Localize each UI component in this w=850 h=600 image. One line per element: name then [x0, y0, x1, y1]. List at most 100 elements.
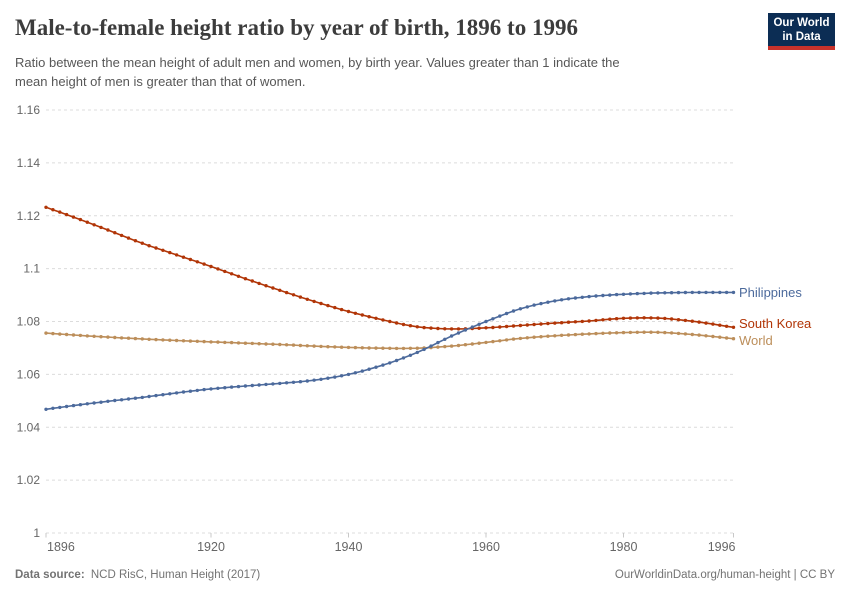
series-philippines-marker [601, 293, 605, 298]
series-south-korea-marker [99, 225, 103, 230]
series-philippines-marker [504, 311, 509, 316]
series-philippines-marker [305, 379, 309, 383]
series-philippines-marker [663, 291, 667, 295]
series-south-korea-marker [546, 321, 550, 326]
series-south-korea-marker [174, 253, 179, 257]
series-philippines-marker [168, 392, 172, 396]
y-axis-labels: 1 1.02 1.04 1.06 1.08 1.1 1.12 1.14 1.16 [17, 103, 41, 540]
series-philippines-marker [181, 390, 186, 394]
series-philippines-marker [188, 389, 193, 393]
series-world-marker [353, 345, 358, 350]
series-world-marker [339, 345, 344, 349]
series-world-marker [168, 338, 172, 342]
series-world[interactable]: World [44, 330, 773, 351]
series-south-korea-marker [394, 321, 399, 325]
series-philippines-marker [656, 291, 660, 295]
series-south-korea-marker [339, 307, 344, 312]
series-world-marker [683, 332, 688, 336]
series-world-marker [174, 338, 179, 343]
series-philippines-marker [436, 340, 440, 345]
series-south-korea-marker [573, 320, 578, 324]
series-south-korea-marker [566, 320, 571, 324]
series-south-korea-marker [621, 316, 626, 320]
series-philippines-marker [443, 337, 447, 341]
series-south-korea-marker [92, 223, 96, 227]
series-label-philippines[interactable]: Philippines [739, 285, 802, 300]
series-south-korea-marker [119, 233, 124, 238]
series-philippines-marker [58, 405, 62, 410]
series-world-marker [326, 345, 330, 349]
series-south-korea[interactable]: South Korea [44, 205, 812, 331]
series-south-korea-marker [401, 322, 406, 327]
series-philippines-marker [573, 296, 578, 300]
series-philippines-marker [326, 376, 330, 380]
series-philippines-marker [635, 291, 639, 296]
series-philippines-marker [704, 290, 708, 295]
series-philippines-marker [456, 331, 461, 335]
series-south-korea-marker [113, 231, 117, 235]
series-world-marker [333, 345, 337, 349]
series-south-korea-marker [711, 322, 715, 326]
series-philippines-marker [298, 380, 303, 384]
series-philippines-marker [64, 404, 69, 409]
series-world-marker [401, 346, 406, 351]
series-philippines-marker [126, 397, 131, 401]
series-south-korea-marker [443, 327, 447, 331]
series-philippines-marker [394, 358, 399, 363]
series-south-korea-marker [64, 212, 69, 217]
series-south-korea-marker [539, 322, 543, 326]
series-south-korea-line[interactable] [45, 206, 734, 330]
series-world-marker [381, 346, 385, 350]
series-south-korea-marker [628, 316, 633, 320]
series-philippines-marker [559, 298, 564, 302]
y-tick-label: 1 [33, 526, 40, 540]
series-world-marker [78, 333, 83, 338]
series-south-korea-marker [580, 319, 584, 324]
series-south-korea-marker [161, 248, 165, 252]
series-south-korea-marker [504, 324, 509, 329]
series-philippines-marker [174, 391, 179, 395]
series-philippines-marker [463, 328, 468, 332]
series-philippines[interactable]: Philippines [44, 285, 802, 411]
series-south-korea-marker [188, 257, 193, 262]
chart-subtitle-line1: Ratio between the mean height of adult m… [15, 55, 620, 70]
credit-link[interactable]: OurWorldinData.org/human-height [614, 569, 791, 581]
series-philippines-marker [257, 383, 261, 387]
series-philippines-marker [546, 300, 550, 304]
x-tick-label: 1960 [472, 540, 500, 554]
series-south-korea-marker [724, 324, 729, 328]
series-south-korea-marker [559, 321, 564, 325]
series-south-korea-marker [250, 279, 254, 283]
series-philippines-marker [491, 317, 495, 321]
chart-footer: Data source: NCD RisC, Human Height (201… [15, 569, 835, 581]
series-south-korea-marker [477, 326, 481, 330]
series-world-marker [161, 338, 165, 342]
series-philippines-marker [133, 396, 138, 400]
series-world-marker [436, 345, 440, 349]
series-philippines-marker [140, 395, 144, 400]
series-philippines-marker [690, 290, 694, 295]
series-world-marker [374, 346, 378, 350]
series-philippines-marker [119, 398, 124, 402]
series-world-marker [278, 342, 282, 347]
series-label-south-korea[interactable]: South Korea [739, 316, 812, 331]
series-south-korea-marker [690, 319, 694, 323]
series-philippines-marker [415, 350, 419, 355]
series-south-korea-marker [718, 323, 722, 327]
series-world-marker [642, 330, 646, 334]
series-philippines-marker [78, 403, 83, 407]
series-south-korea-marker [415, 325, 419, 329]
series-philippines-marker [333, 375, 337, 379]
series-philippines-marker [202, 387, 206, 392]
series-south-korea-marker [333, 305, 337, 310]
series-philippines-marker [99, 400, 103, 404]
series-label-world[interactable]: World [739, 333, 773, 348]
series-south-korea-marker [71, 215, 76, 219]
series-philippines-marker [539, 301, 543, 306]
series-south-korea-marker [44, 205, 48, 209]
series-philippines-line[interactable] [45, 291, 734, 411]
series-world-marker [99, 335, 103, 339]
series-philippines-marker [408, 353, 413, 357]
owid-logo[interactable]: Our World in Data [768, 13, 835, 50]
series-philippines-marker [216, 386, 220, 390]
